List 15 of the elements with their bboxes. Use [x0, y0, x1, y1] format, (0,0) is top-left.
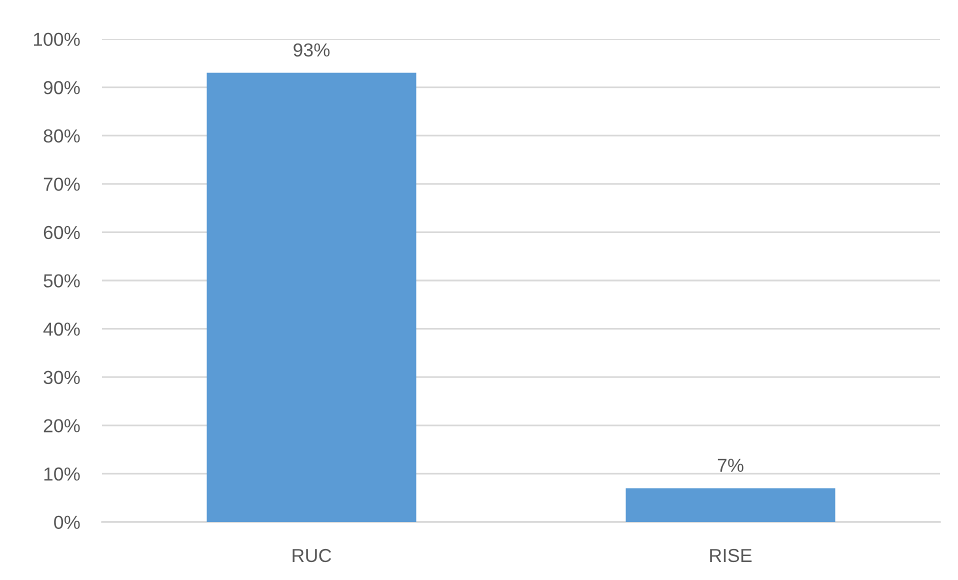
y-tick-label: 50%: [44, 274, 80, 288]
y-tick-label: 10%: [44, 467, 80, 481]
y-tick-label: 100%: [34, 32, 80, 46]
y-tick-label: 40%: [43, 322, 80, 336]
y-tick-label: 70%: [44, 178, 80, 191]
x-tick-label: RISE: [710, 548, 752, 562]
y-tick-label: 60%: [44, 226, 80, 240]
y-tick-label: 80%: [44, 129, 80, 143]
y-tick-label: 90%: [44, 81, 80, 94]
x-tick-label: RUC: [292, 548, 332, 562]
y-tick-label: 30%: [44, 370, 80, 384]
data-label: 7%: [718, 458, 744, 472]
data-label: 93%: [294, 43, 330, 57]
y-tick-label: 0%: [54, 516, 80, 529]
y-tick-label: 20%: [44, 419, 80, 432]
